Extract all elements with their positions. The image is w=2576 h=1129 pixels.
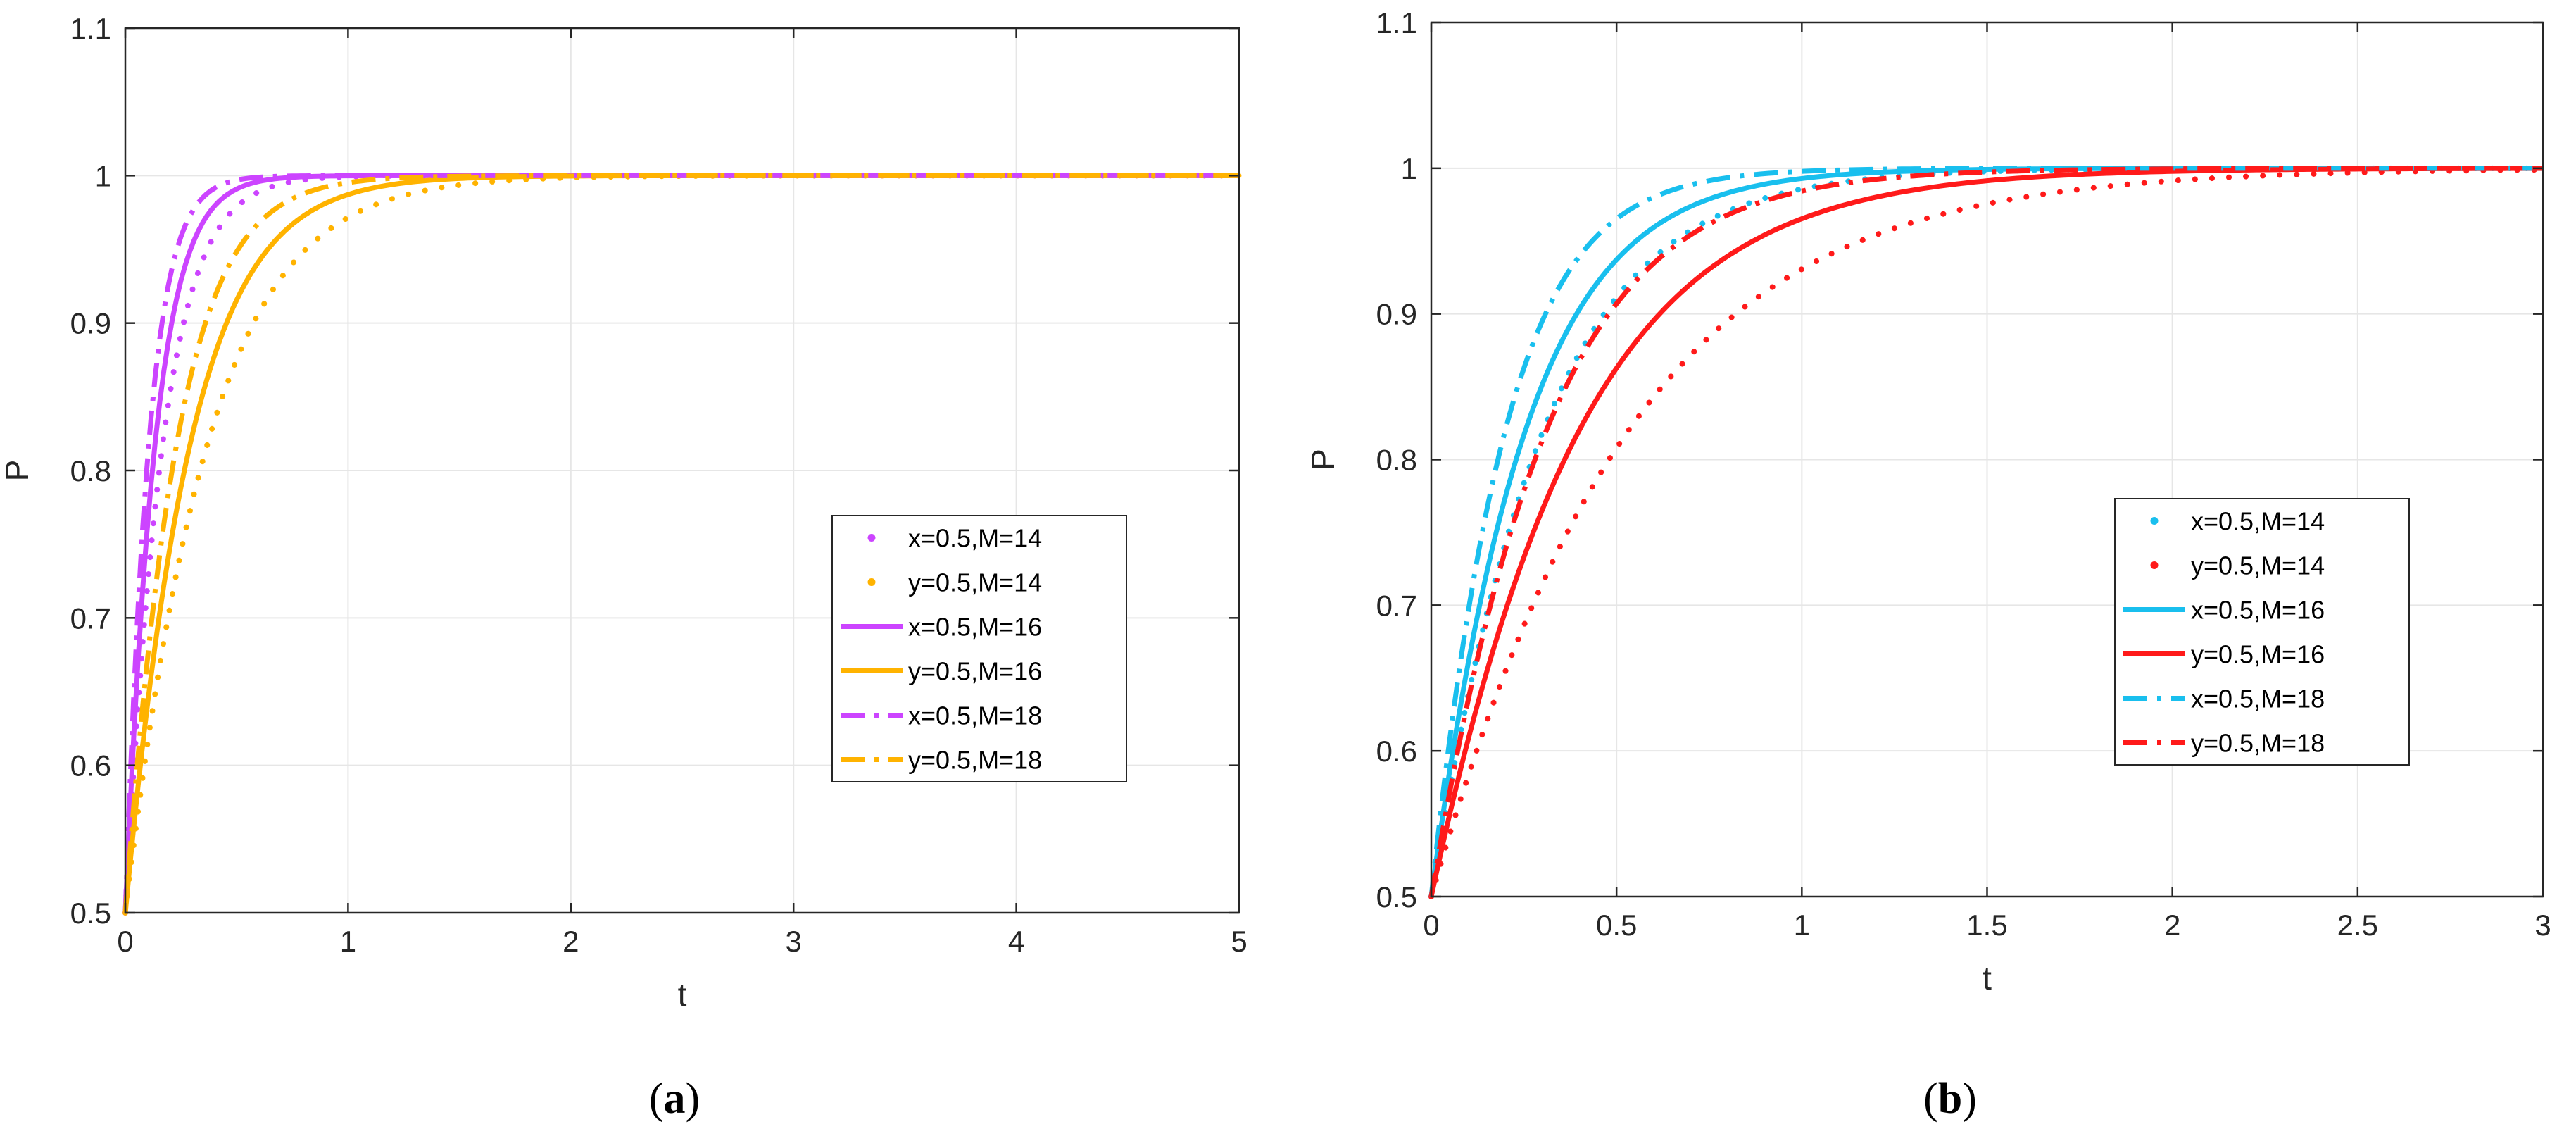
y-tick-label: 0.8 <box>1376 444 1417 477</box>
x-tick-label: 0 <box>117 925 133 958</box>
x-tick-label: 0 <box>1423 909 1439 942</box>
series-line-y-0-5-m-18 <box>122 173 1239 913</box>
chart-panel-a: 0 1 2 3 4 5 0.5 0.6 0.7 0.8 0.9 1 1.1 t Px=0.5,M=14 y=0… <box>0 12 1248 1013</box>
ticks: 0 0.5 1 1.5 2 2.5 30.50.60.70.80.911.1 <box>1376 6 2551 942</box>
legend-swatch-1 <box>2150 561 2159 569</box>
y-tick-label: 0.8 <box>70 454 111 487</box>
y-tick-label: 0.7 <box>70 601 111 635</box>
series-group <box>1428 165 2546 899</box>
legend-label: x=0.5,M=14 <box>2191 507 2325 536</box>
legend-label: y=0.5,M=18 <box>2191 729 2325 758</box>
legend-label: x=0.5,M=18 <box>908 701 1042 730</box>
legend-label: x=0.5,M=18 <box>2191 685 2325 713</box>
x-axis-label: t <box>678 976 687 1013</box>
x-tick-label: 1.5 <box>1966 909 2007 942</box>
x-tick-label: 2 <box>563 925 579 958</box>
y-tick-label: 0.9 <box>1376 298 1417 331</box>
legend-swatch-0 <box>867 534 876 542</box>
y-tick-label: 0.5 <box>70 897 111 930</box>
x-tick-label: 0.5 <box>1596 909 1637 942</box>
legend-label: y=0.5,M=14 <box>2191 551 2325 580</box>
y-tick-label: 1.1 <box>1376 6 1417 39</box>
y-tick-label: 0.6 <box>70 749 111 782</box>
x-tick-label: 2.5 <box>2337 909 2378 942</box>
series-line-y-0-5-m-18 <box>1428 166 2543 897</box>
legend-label: x=0.5,M=16 <box>908 613 1042 642</box>
y-tick-label: 0.7 <box>1376 589 1417 622</box>
caption-b-letter: b <box>1938 1075 1962 1123</box>
y-axis-label: P <box>1305 449 1341 470</box>
caption-b: (b) <box>1923 1075 1977 1123</box>
x-tick-label: 5 <box>1231 925 1247 958</box>
legend-box <box>2114 498 2410 766</box>
legend-label: x=0.5,M=14 <box>908 524 1042 553</box>
series-line-x-0-5-m-18 <box>122 173 1239 913</box>
y-axis-label: P <box>0 460 35 482</box>
y-tick-label: 1 <box>95 159 111 192</box>
legend-swatch-0 <box>2150 517 2159 525</box>
legend-swatch-1 <box>867 578 876 586</box>
y-tick-label: 1.1 <box>70 12 111 45</box>
caption-a-letter: a <box>664 1075 686 1123</box>
x-tick-label: 3 <box>786 925 802 958</box>
y-tick-label: 1 <box>1401 152 1417 185</box>
legend: x=0.5,M=14 y=0.5,M=14 x=0.5,M=16 y=0.5,M=16… <box>831 515 1127 782</box>
y-tick-label: 0.9 <box>70 307 111 340</box>
caption-a: (a) <box>649 1075 700 1123</box>
legend-label: y=0.5,M=16 <box>908 657 1042 686</box>
x-tick-label: 2 <box>2164 909 2180 942</box>
legend-label: y=0.5,M=18 <box>908 746 1042 775</box>
x-axis-label: t <box>1983 960 1992 997</box>
legend-label: y=0.5,M=16 <box>2191 640 2325 669</box>
legend-label: y=0.5,M=14 <box>908 568 1042 597</box>
legend-label: x=0.5,M=16 <box>2191 596 2325 625</box>
x-tick-label: 1 <box>340 925 356 958</box>
x-tick-label: 4 <box>1008 925 1024 958</box>
x-tick-label: 1 <box>1794 909 1810 942</box>
series-group <box>122 173 1242 916</box>
y-tick-label: 0.5 <box>1376 880 1417 913</box>
y-tick-label: 0.6 <box>1376 735 1417 768</box>
legend-box <box>831 515 1127 782</box>
x-tick-label: 3 <box>2534 909 2551 942</box>
legend: x=0.5,M=14 y=0.5,M=14 x=0.5,M=16 y=0.5,M=16… <box>2114 498 2410 766</box>
chart-panel-b: 0 0.5 1 1.5 2 2.5 30.50.60.70.80.911.1tPx=0.5,… <box>1305 6 2551 997</box>
ticks: 0 1 2 3 4 5 0.5 0.6 0.7 0.8 0.9 1 1.1 <box>70 12 1248 958</box>
